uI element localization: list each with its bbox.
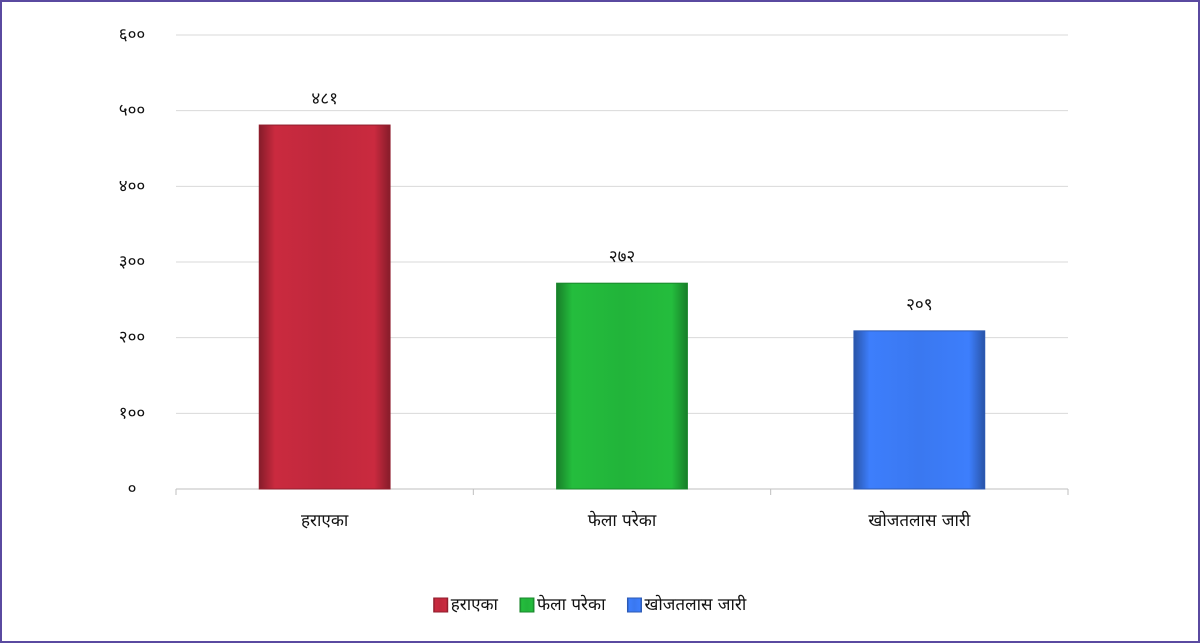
data-label: २७२ — [609, 247, 636, 267]
bar — [556, 282, 688, 490]
legend-swatch — [433, 597, 449, 613]
x-tick-label: फेला परेका — [588, 510, 657, 531]
legend-label: फेला परेका — [537, 594, 606, 615]
x-tick-label: हराएका — [301, 511, 349, 531]
legend-label: खोजतलास जारी — [644, 594, 746, 615]
legend-swatch — [519, 597, 535, 613]
x-tick-label: खोजतलास जारी — [868, 510, 970, 531]
y-tick-label: ४०० — [119, 176, 146, 196]
data-label: ४८१ — [311, 89, 338, 109]
bar — [258, 124, 391, 490]
y-tick-label: २०० — [119, 328, 146, 348]
y-tick-label: ६०० — [119, 25, 146, 45]
legend-swatch — [626, 597, 642, 613]
y-tick-label: ३०० — [119, 252, 146, 272]
bar — [853, 330, 986, 490]
data-label: २०९ — [906, 295, 933, 315]
legend-label: हराएका — [451, 595, 499, 615]
y-tick-label: ० — [128, 479, 137, 499]
y-tick-label: १०० — [119, 403, 146, 423]
legend: हराएका फेला परेका खोजतलास जारी — [433, 594, 747, 615]
y-tick-label: ५०० — [119, 101, 146, 121]
